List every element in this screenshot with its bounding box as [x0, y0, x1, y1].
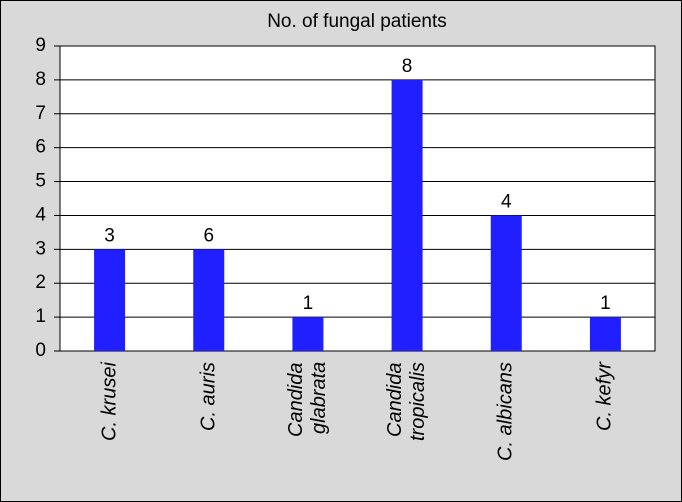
y-tick-label: 7 [35, 103, 46, 124]
y-tick-label: 4 [35, 204, 46, 225]
data-label: 6 [203, 225, 214, 246]
bar [292, 317, 324, 351]
data-label: 8 [402, 56, 413, 77]
y-tick-label: 5 [35, 171, 46, 192]
bar [193, 249, 225, 351]
x-tick-label: C. krusei [98, 362, 121, 441]
y-tick-label: 1 [35, 306, 46, 327]
x-tick-label: C. kefyr [593, 362, 616, 431]
y-tick-label: 6 [35, 137, 46, 158]
x-tick-label: Candida glabrata [284, 362, 330, 437]
x-tick-label: Candida tropicalis [384, 362, 430, 441]
x-tick-label: C. albicans [494, 362, 517, 461]
bar [589, 317, 621, 351]
y-tick-label: 3 [35, 238, 46, 259]
y-tick-label: 9 [35, 35, 46, 56]
bar [490, 215, 522, 351]
chart-title: No. of fungal patients [267, 11, 447, 32]
x-tick-label: C. auris [197, 362, 220, 431]
data-label: 3 [104, 225, 115, 246]
bar [391, 79, 423, 351]
plot-area [59, 45, 656, 352]
bar [94, 249, 126, 351]
data-label: 1 [600, 293, 611, 314]
y-tick-label: 2 [35, 272, 46, 293]
data-label: 1 [303, 293, 314, 314]
data-label: 4 [501, 191, 512, 212]
y-tick-label: 0 [35, 340, 46, 361]
y-tick-label: 8 [35, 69, 46, 90]
